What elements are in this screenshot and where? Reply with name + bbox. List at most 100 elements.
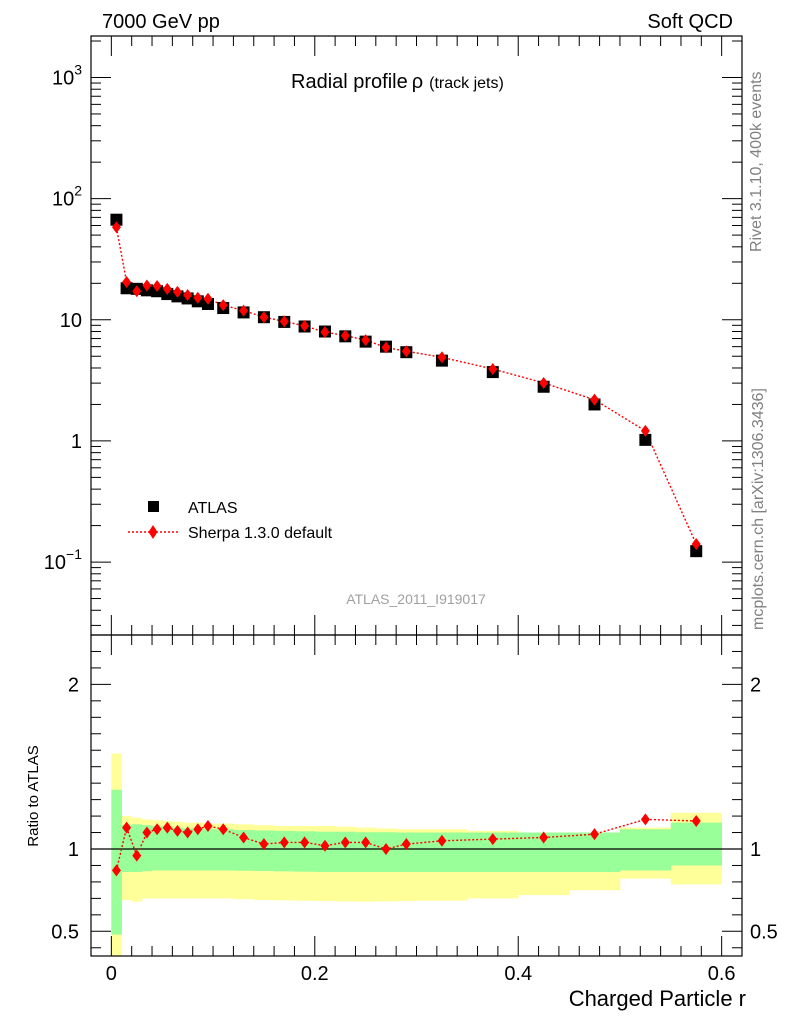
ratio-point-layer xyxy=(111,813,701,877)
uncertainty-band-bin xyxy=(355,832,377,873)
ratio-point xyxy=(172,824,182,837)
ratio-point xyxy=(361,836,371,849)
ratio-point xyxy=(340,836,350,849)
x-tick-label: 0 xyxy=(106,963,117,985)
ratio-point xyxy=(239,831,249,844)
ratio-point xyxy=(193,823,203,836)
sherpa-point xyxy=(142,279,152,292)
y-tick-label: 103 xyxy=(52,61,82,89)
ratio-point xyxy=(539,831,549,844)
sherpa-point xyxy=(539,376,549,389)
uncertainty-band-bin xyxy=(253,830,275,872)
ratio-point xyxy=(437,834,447,847)
sherpa-point xyxy=(183,289,193,302)
sherpa-point xyxy=(361,334,371,347)
ratio-ylabel: Ratio to ATLAS xyxy=(25,745,42,846)
ratio-point xyxy=(691,815,701,828)
sherpa-point xyxy=(300,319,310,332)
ratio-point xyxy=(152,823,162,836)
ratio-y-tick-label-right: 1 xyxy=(750,839,761,861)
analysis-id: ATLAS_2011_I919017 xyxy=(346,591,486,607)
uncertainty-band-bin xyxy=(233,830,255,871)
ratio-y-tick-label-right: 2 xyxy=(750,674,761,696)
sherpa-point xyxy=(218,299,228,312)
ratio-y-tick-label-left: 2 xyxy=(68,674,79,696)
sherpa-point xyxy=(203,292,213,305)
sherpa-point xyxy=(340,329,350,342)
uncertainty-band-bin xyxy=(152,825,163,871)
y-tick-label: 102 xyxy=(52,183,82,211)
uncertainty-band-bin xyxy=(396,832,417,873)
ratio-point xyxy=(111,864,121,877)
main-frame xyxy=(90,35,743,636)
plot-title-symbol: ρ xyxy=(412,71,423,93)
uncertainty-band-bin xyxy=(111,789,122,935)
uncertainty-band-bin xyxy=(670,822,723,866)
ratio-tick-layer xyxy=(90,635,742,956)
ratio-point xyxy=(279,836,289,849)
x-tick-label: 0.2 xyxy=(301,963,329,985)
x-axis-label: Charged Particle r xyxy=(569,986,746,1011)
ratio-point xyxy=(162,821,172,834)
sherpa-point xyxy=(488,363,498,376)
ratio-y-tick-label-right: 0.5 xyxy=(750,921,778,943)
mcplots-info: mcplots.cern.ch [arXiv:1306.3436] xyxy=(750,388,767,630)
ratio-point xyxy=(218,823,228,836)
y-tick-label: 1 xyxy=(71,431,82,453)
uncertainty-band-bin xyxy=(314,831,336,873)
category-label: Soft QCD xyxy=(647,11,733,33)
y-tick-label: 10 xyxy=(60,310,82,332)
uncertainty-band-bin xyxy=(192,829,204,871)
legend-atlas-marker xyxy=(148,501,159,512)
ratio-point xyxy=(122,821,132,834)
ratio-point xyxy=(259,838,269,851)
sherpa-point xyxy=(239,304,249,317)
uncertainty-band-bin xyxy=(619,829,672,871)
sherpa-point xyxy=(122,276,132,289)
plot-title: Radial profile ρ (track jets) xyxy=(291,71,504,93)
sherpa-point xyxy=(259,311,269,324)
uncertainty-band-bin xyxy=(274,830,295,872)
mc-line-layer xyxy=(115,227,697,545)
legend-atlas-label: ATLAS xyxy=(188,500,238,517)
sherpa-point xyxy=(172,285,182,298)
sherpa-point xyxy=(320,326,330,339)
main-tick-layer xyxy=(90,36,742,635)
ratio-line xyxy=(115,818,697,871)
plot-title-main: Radial profile xyxy=(291,71,408,93)
x-tick-label: 0.4 xyxy=(504,963,532,985)
uncertainty-band-bin xyxy=(294,831,316,872)
ratio-point xyxy=(132,849,142,862)
legend: ATLAS Sherpa 1.3.0 default xyxy=(128,500,333,542)
atlas-point xyxy=(690,545,703,558)
ratio-point xyxy=(142,826,152,839)
y-tick-label: 10−1 xyxy=(44,546,82,574)
sherpa-point xyxy=(401,345,411,358)
uncertainty-band-bin xyxy=(141,825,153,872)
ratio-frame xyxy=(90,634,743,957)
ratio-point xyxy=(640,813,650,826)
atlas-point xyxy=(110,213,123,226)
ratio-point xyxy=(590,828,600,841)
sherpa-point xyxy=(437,351,447,364)
sherpa-point xyxy=(590,393,600,406)
x-tick-label: 0.6 xyxy=(708,963,736,985)
ratio-point xyxy=(183,826,193,839)
ratio-y-tick-label-left: 1 xyxy=(68,839,79,861)
sherpa-point xyxy=(279,315,289,328)
ratio-point xyxy=(488,833,498,846)
atlas-point xyxy=(120,282,133,295)
plot-title-sub: (track jets) xyxy=(429,75,504,92)
sherpa-line xyxy=(115,227,697,545)
legend-sherpa-label: Sherpa 1.3.0 default xyxy=(188,525,333,542)
uncertainty-band-bin xyxy=(202,829,214,871)
sherpa-point xyxy=(193,291,203,304)
uncertainty-bands xyxy=(111,753,723,956)
sherpa-point xyxy=(132,285,142,298)
ratio-point xyxy=(401,838,411,851)
uncertainty-band-bin xyxy=(213,829,234,871)
ratio-point xyxy=(300,836,310,849)
